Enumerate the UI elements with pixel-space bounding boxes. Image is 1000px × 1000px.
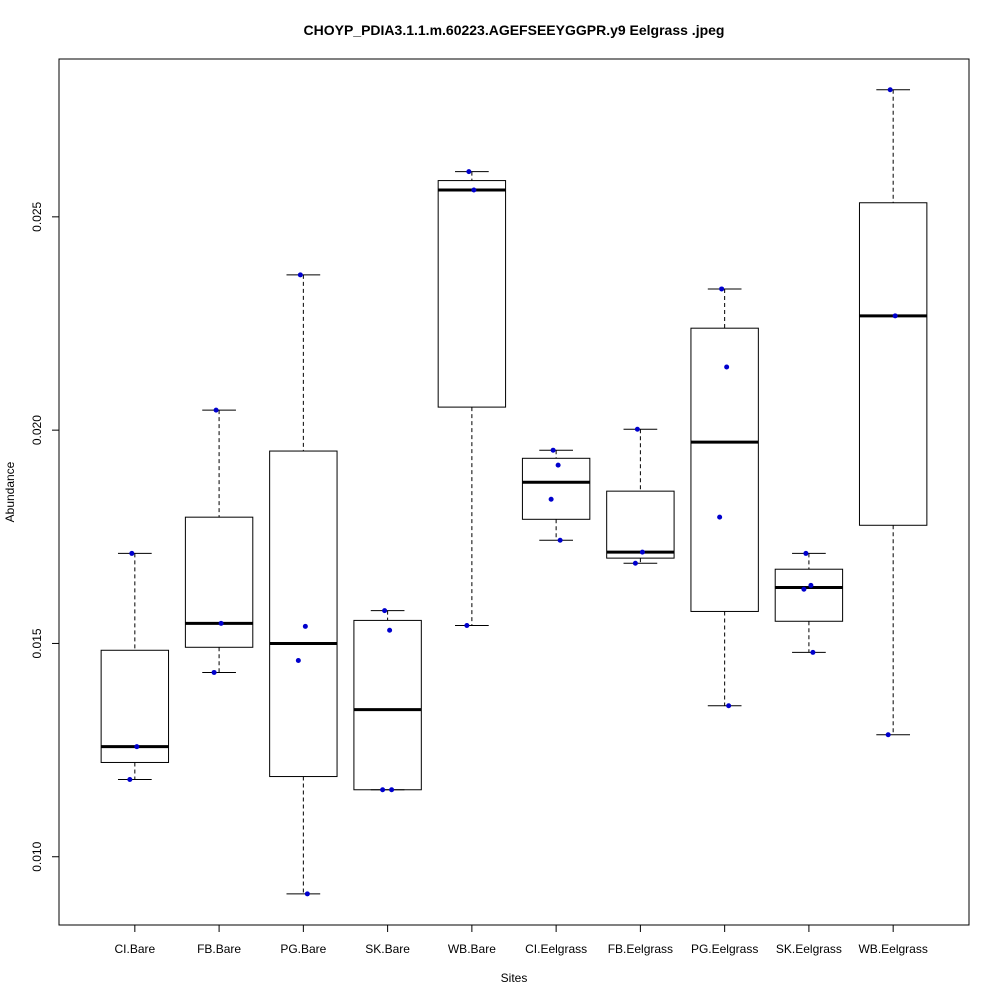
data-point [632,560,638,566]
x-axis-title: Sites [501,971,528,985]
box [269,450,338,778]
data-point [387,627,393,633]
data-point [801,586,807,592]
data-point [295,658,301,664]
y-axis-title: Abundance [3,461,17,522]
data-point [885,732,891,738]
box [858,202,928,526]
data-point [302,623,308,629]
chart-title: CHOYP_PDIA3.1.1.m.60223.AGEFSEEYGGPR.y9 … [304,22,725,38]
data-point [803,550,809,556]
x-tick-label: CI.Bare [114,942,155,956]
box [184,516,254,648]
data-point [389,787,395,793]
data-point [297,272,303,278]
data-point [550,447,556,453]
data-point [634,426,640,432]
data-point [810,649,816,655]
y-tick-label: 0.015 [30,628,44,658]
data-point [557,537,563,543]
box [690,327,759,612]
x-tick-label: WB.Bare [448,942,496,956]
x-tick-label: WB.Eelgrass [858,942,927,956]
box [521,457,591,520]
data-point [719,286,725,292]
x-tick-label: SK.Eelgrass [776,942,842,956]
x-tick-label: SK.Bare [365,942,410,956]
data-point [218,620,224,626]
box [437,180,507,408]
x-tick-label: FB.Eelgrass [608,942,673,956]
y-tick-label: 0.025 [30,202,44,232]
x-tick-label: PG.Eelgrass [691,942,758,956]
data-point [726,703,732,709]
y-tick-label: 0.010 [30,841,44,871]
data-point [127,777,133,783]
y-tick-label: 0.020 [30,415,44,445]
data-point [471,187,477,193]
data-point [134,744,140,750]
data-point [464,623,470,629]
data-point [892,313,898,319]
x-tick-label: PG.Bare [280,942,326,956]
box [774,568,844,622]
data-point [129,550,135,556]
box [606,490,675,559]
x-tick-label: FB.Bare [197,942,241,956]
data-point [380,787,386,793]
plot-frame [58,58,970,926]
data-point [211,669,217,675]
data-point [724,364,730,370]
data-point [382,608,388,614]
data-point [887,87,893,93]
data-point [555,462,561,468]
box [100,649,170,763]
data-point [304,891,310,897]
data-point [213,407,219,413]
data-point [466,169,472,175]
data-point [639,549,645,555]
x-tick-label: CI.Eelgrass [525,942,587,956]
data-point [548,496,554,502]
data-point [808,582,814,588]
box [353,619,422,791]
data-point [717,514,723,520]
